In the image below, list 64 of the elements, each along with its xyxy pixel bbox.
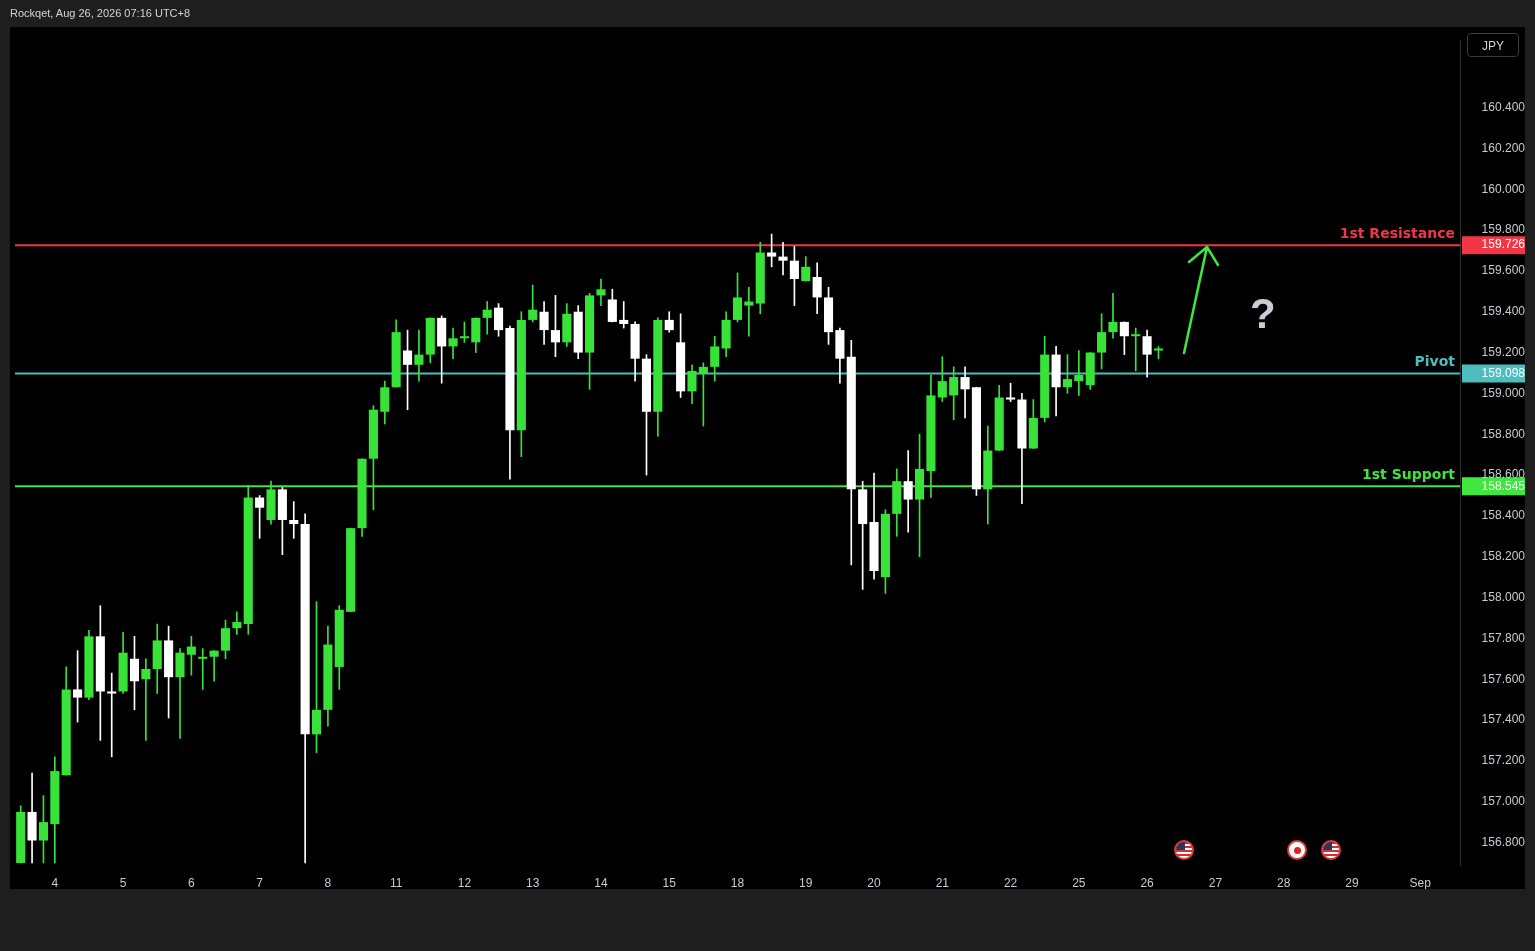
candlestick (903, 450, 913, 533)
x-tick-label: 19 (799, 875, 813, 890)
candlestick (778, 241, 788, 276)
y-tick-label: 157.200 (1481, 753, 1526, 768)
x-tick-label: 27 (1208, 875, 1223, 890)
x-tick-label: 21 (935, 875, 950, 890)
y-tick-label: 159.098 (1481, 365, 1526, 380)
x-tick-label: 5 (119, 875, 127, 890)
y-tick-label: 157.600 (1481, 671, 1526, 686)
candlestick (107, 672, 117, 758)
y-tick-label: 159.726 (1481, 237, 1526, 252)
y-axis-title: JPY (1467, 33, 1519, 57)
y-tick-label: 159.800 (1481, 222, 1526, 237)
candlestick (198, 648, 208, 690)
text: Rockqet, Aug 26, 2026 07:16 UTC+8 (10, 7, 191, 19)
x-tick-label: 25 (1072, 875, 1086, 890)
y-tick-label: 157.400 (1481, 712, 1526, 727)
y-tick-label: 158.200 (1481, 549, 1526, 564)
x-tick-label: 22 (1003, 875, 1018, 890)
x-tick-label: 18 (730, 875, 745, 890)
x-tick-label: 4 (51, 875, 59, 890)
candlestick (744, 286, 754, 337)
x-tick-label: 7 (256, 875, 264, 890)
candlestick (960, 366, 970, 419)
candlestick (414, 329, 424, 382)
y-tick-label: 157.000 (1481, 794, 1526, 809)
x-tick-label: 14 (594, 875, 608, 890)
candlestick (289, 501, 299, 539)
x-tick-label: Sep (1409, 875, 1432, 890)
y-tick-label: 159.600 (1481, 263, 1526, 278)
x-tick-label: 13 (526, 875, 540, 890)
candlestick (619, 301, 629, 329)
x-tick-label: 28 (1276, 875, 1291, 890)
x-tick-label: 20 (867, 875, 882, 890)
x-tick-label: 15 (662, 875, 677, 890)
y-tick-label: 158.000 (1481, 589, 1526, 604)
candlestick (1131, 327, 1141, 372)
ref-line-label: Pivot (1414, 353, 1456, 370)
x-tick-label: 6 (188, 875, 196, 890)
x-tick-label: 11 (389, 875, 403, 890)
candlestick (596, 278, 606, 306)
candlestick (1074, 350, 1084, 396)
x-tick-label: 26 (1140, 875, 1155, 890)
y-tick-label: 159.000 (1481, 385, 1526, 400)
y-tick-label: 157.800 (1481, 630, 1526, 645)
ref-line-label: 1st Support (1362, 465, 1456, 482)
y-tick-label: 159.400 (1481, 304, 1526, 319)
y-tick-label: 158.400 (1481, 508, 1526, 523)
y-tick-label: 160.200 (1481, 140, 1526, 155)
ref-line-label: 1st Resistance (1339, 224, 1455, 241)
candlestick (209, 650, 219, 682)
candlestick (1108, 293, 1118, 339)
y-tick-label: 160.000 (1481, 181, 1526, 196)
x-tick-label: 8 (324, 875, 332, 890)
annotation: ? (1250, 290, 1276, 338)
candlestick (141, 658, 151, 741)
x-tick-label: 12 (457, 875, 472, 890)
x-tick-label: 29 (1345, 875, 1359, 890)
candlestick (482, 301, 492, 335)
y-tick-label: 160.400 (1481, 99, 1526, 114)
y-tick-label: 156.800 (1481, 834, 1526, 849)
y-tick-label: 158.545 (1481, 478, 1526, 493)
y-tick-label: 158.800 (1481, 426, 1526, 441)
y-tick-label: 159.200 (1481, 344, 1526, 359)
